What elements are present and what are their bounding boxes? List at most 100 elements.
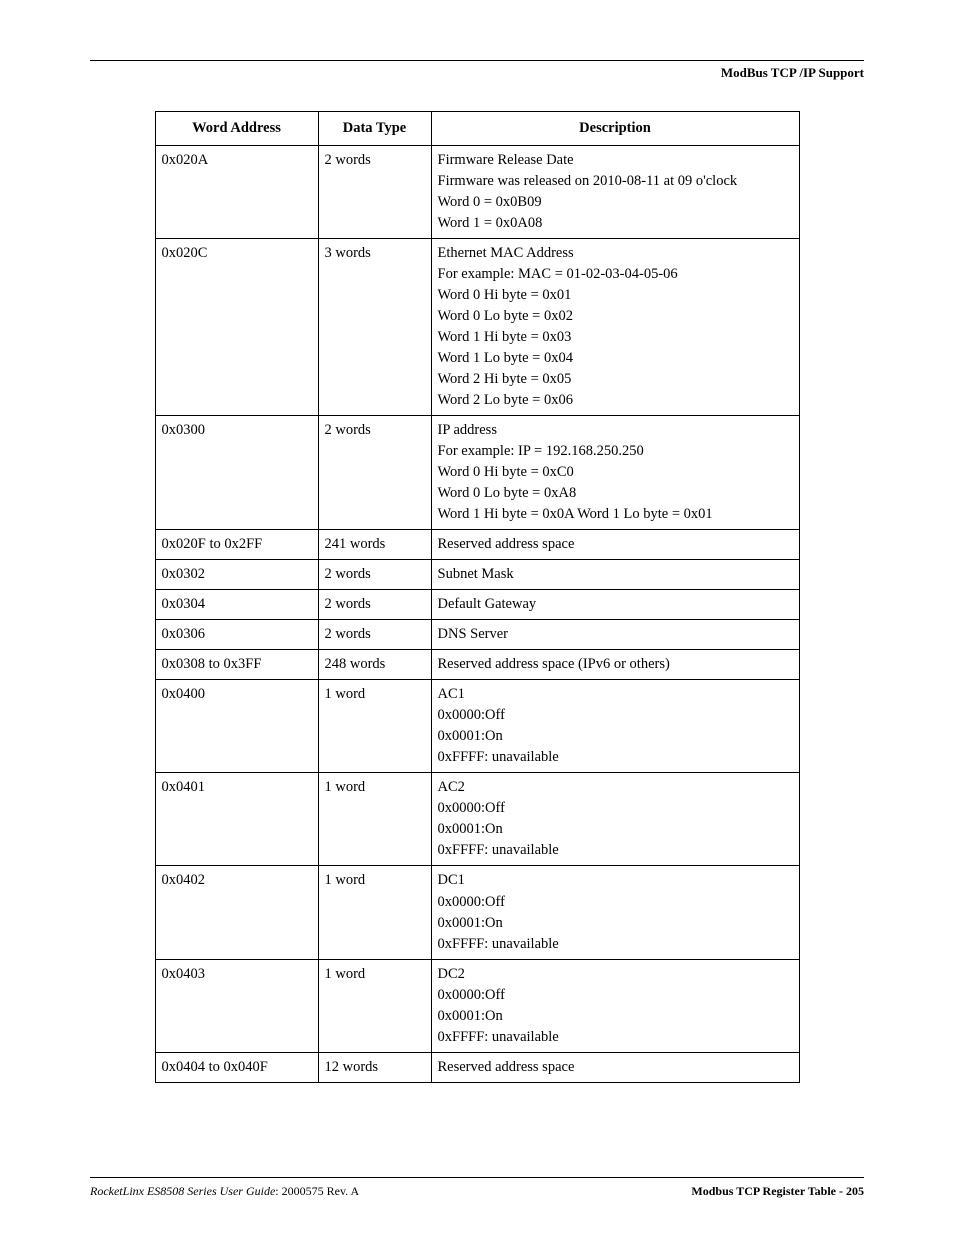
desc-line: Word 2 Hi byte = 0x05 [438, 369, 793, 390]
table-row: 0x0308 to 0x3FF 248 words Reserved addre… [155, 650, 799, 680]
desc-line: Ethernet MAC Address [438, 243, 793, 264]
cell-addr: 0x0403 [155, 959, 318, 1052]
table-row: 0x020A 2 words Firmware Release Date Fir… [155, 146, 799, 239]
header-section-title: ModBus TCP /IP Support [90, 65, 864, 81]
col-header-word-address: Word Address [155, 112, 318, 146]
desc-line: Subnet Mask [438, 564, 793, 585]
cell-desc: Reserved address space [431, 530, 799, 560]
cell-addr: 0x0302 [155, 560, 318, 590]
desc-line: 0x0000:Off [438, 892, 793, 913]
table-row: 0x0300 2 words IP address For example: I… [155, 416, 799, 530]
cell-addr: 0x0404 to 0x040F [155, 1052, 318, 1082]
desc-line: Reserved address space [438, 534, 793, 555]
cell-type: 1 word [318, 959, 431, 1052]
cell-desc: Default Gateway [431, 590, 799, 620]
cell-type: 12 words [318, 1052, 431, 1082]
cell-type: 1 word [318, 773, 431, 866]
footer-revision: : 2000575 Rev. A [275, 1184, 359, 1198]
desc-line: AC2 [438, 777, 793, 798]
desc-line: Word 0 = 0x0B09 [438, 192, 793, 213]
desc-line: Word 1 Hi byte = 0x03 [438, 327, 793, 348]
desc-line: Firmware was released on 2010-08-11 at 0… [438, 171, 793, 192]
desc-line: AC1 [438, 684, 793, 705]
desc-line: Word 0 Lo byte = 0xA8 [438, 483, 793, 504]
desc-line: IP address [438, 420, 793, 441]
desc-line: Word 0 Lo byte = 0x02 [438, 306, 793, 327]
page-footer: RocketLinx ES8508 Series User Guide: 200… [90, 1177, 864, 1199]
col-header-description: Description [431, 112, 799, 146]
table-row: 0x0400 1 word AC1 0x0000:Off 0x0001:On 0… [155, 680, 799, 773]
table-row: 0x0401 1 word AC2 0x0000:Off 0x0001:On 0… [155, 773, 799, 866]
table-body: 0x020A 2 words Firmware Release Date Fir… [155, 146, 799, 1083]
cell-desc: AC2 0x0000:Off 0x0001:On 0xFFFF: unavail… [431, 773, 799, 866]
desc-line: Reserved address space [438, 1057, 793, 1078]
cell-type: 1 word [318, 680, 431, 773]
cell-type: 3 words [318, 239, 431, 416]
header-rule [90, 60, 864, 61]
cell-addr: 0x0402 [155, 866, 318, 959]
cell-desc: Firmware Release Date Firmware was relea… [431, 146, 799, 239]
cell-addr: 0x0304 [155, 590, 318, 620]
cell-addr: 0x0308 to 0x3FF [155, 650, 318, 680]
cell-addr: 0x020A [155, 146, 318, 239]
desc-line: 0x0000:Off [438, 985, 793, 1006]
desc-line: 0x0001:On [438, 1006, 793, 1027]
cell-desc: IP address For example: IP = 192.168.250… [431, 416, 799, 530]
col-header-data-type: Data Type [318, 112, 431, 146]
desc-line: Word 1 Lo byte = 0x04 [438, 348, 793, 369]
desc-line: 0xFFFF: unavailable [438, 840, 793, 861]
desc-line: Default Gateway [438, 594, 793, 615]
modbus-register-table: Word Address Data Type Description 0x020… [155, 111, 800, 1083]
table-row: 0x0304 2 words Default Gateway [155, 590, 799, 620]
cell-type: 241 words [318, 530, 431, 560]
cell-desc: DNS Server [431, 620, 799, 650]
desc-line: Word 1 = 0x0A08 [438, 213, 793, 234]
desc-line: 0x0001:On [438, 726, 793, 747]
table-row: 0x0404 to 0x040F 12 words Reserved addre… [155, 1052, 799, 1082]
desc-line: Word 0 Hi byte = 0xC0 [438, 462, 793, 483]
footer-rule [90, 1177, 864, 1178]
table-row: 0x0403 1 word DC2 0x0000:Off 0x0001:On 0… [155, 959, 799, 1052]
cell-addr: 0x0300 [155, 416, 318, 530]
cell-addr: 0x0400 [155, 680, 318, 773]
desc-line: 0x0001:On [438, 819, 793, 840]
desc-line: 0xFFFF: unavailable [438, 747, 793, 768]
desc-line: 0x0000:Off [438, 705, 793, 726]
desc-line: Firmware Release Date [438, 150, 793, 171]
desc-line: Word 0 Hi byte = 0x01 [438, 285, 793, 306]
desc-line: Reserved address space (IPv6 or others) [438, 654, 793, 675]
desc-line: 0x0001:On [438, 913, 793, 934]
desc-line: 0xFFFF: unavailable [438, 1027, 793, 1048]
cell-type: 248 words [318, 650, 431, 680]
table-row: 0x0306 2 words DNS Server [155, 620, 799, 650]
cell-desc: Ethernet MAC Address For example: MAC = … [431, 239, 799, 416]
footer-page-label: Modbus TCP Register Table - 205 [691, 1184, 864, 1199]
cell-desc: Subnet Mask [431, 560, 799, 590]
cell-addr: 0x0306 [155, 620, 318, 650]
cell-addr: 0x0401 [155, 773, 318, 866]
table-row: 0x020C 3 words Ethernet MAC Address For … [155, 239, 799, 416]
table-header-row: Word Address Data Type Description [155, 112, 799, 146]
desc-line: DC2 [438, 964, 793, 985]
cell-desc: DC1 0x0000:Off 0x0001:On 0xFFFF: unavail… [431, 866, 799, 959]
desc-line: For example: IP = 192.168.250.250 [438, 441, 793, 462]
desc-line: Word 2 Lo byte = 0x06 [438, 390, 793, 411]
desc-line: DC1 [438, 870, 793, 891]
footer-product-name: RocketLinx ES8508 Series User Guide [90, 1184, 275, 1198]
cell-type: 1 word [318, 866, 431, 959]
cell-type: 2 words [318, 590, 431, 620]
desc-line: 0x0000:Off [438, 798, 793, 819]
desc-line: 0xFFFF: unavailable [438, 934, 793, 955]
desc-line: DNS Server [438, 624, 793, 645]
cell-addr: 0x020C [155, 239, 318, 416]
cell-desc: Reserved address space (IPv6 or others) [431, 650, 799, 680]
cell-desc: DC2 0x0000:Off 0x0001:On 0xFFFF: unavail… [431, 959, 799, 1052]
cell-addr: 0x020F to 0x2FF [155, 530, 318, 560]
cell-type: 2 words [318, 416, 431, 530]
desc-line: Word 1 Hi byte = 0x0A Word 1 Lo byte = 0… [438, 504, 793, 525]
cell-desc: AC1 0x0000:Off 0x0001:On 0xFFFF: unavail… [431, 680, 799, 773]
table-row: 0x0402 1 word DC1 0x0000:Off 0x0001:On 0… [155, 866, 799, 959]
cell-type: 2 words [318, 146, 431, 239]
footer-left: RocketLinx ES8508 Series User Guide: 200… [90, 1184, 359, 1199]
table-row: 0x0302 2 words Subnet Mask [155, 560, 799, 590]
